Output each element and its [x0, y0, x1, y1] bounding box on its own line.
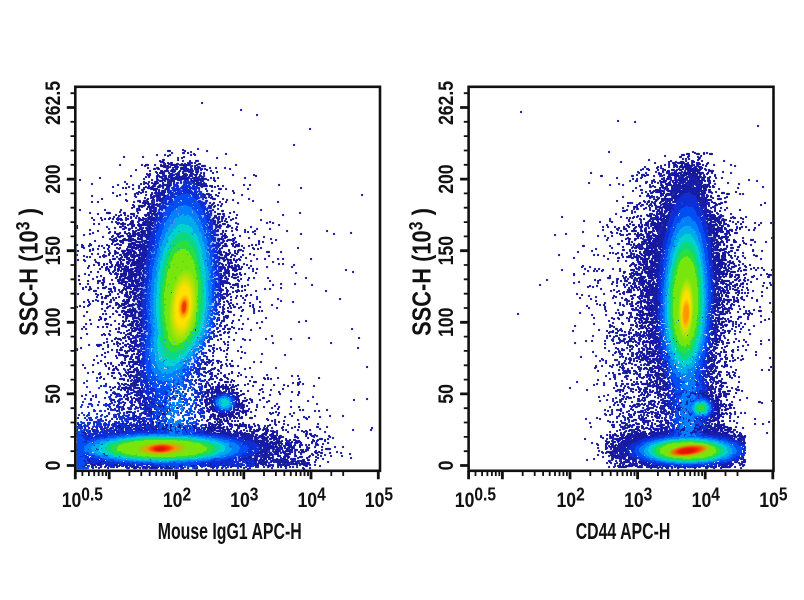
svg-text:Mouse IgG1 APC-H: Mouse IgG1 APC-H — [158, 519, 302, 545]
svg-text:50: 50 — [41, 384, 65, 404]
svg-text:200: 200 — [435, 164, 459, 193]
svg-text:CD44 APC-H: CD44 APC-H — [576, 519, 671, 545]
svg-text:50: 50 — [435, 384, 459, 404]
svg-text:SSC-H (103 ): SSC-H (103 ) — [405, 208, 437, 336]
svg-text:150: 150 — [41, 236, 65, 265]
svg-text:200: 200 — [41, 164, 65, 193]
svg-text:0: 0 — [41, 461, 65, 471]
svg-text:262.5: 262.5 — [41, 81, 65, 125]
svg-text:100: 100 — [41, 308, 65, 337]
svg-text:262.5: 262.5 — [435, 81, 459, 125]
svg-text:150: 150 — [435, 236, 459, 265]
svg-text:100: 100 — [435, 308, 459, 337]
svg-text:0: 0 — [435, 461, 459, 471]
